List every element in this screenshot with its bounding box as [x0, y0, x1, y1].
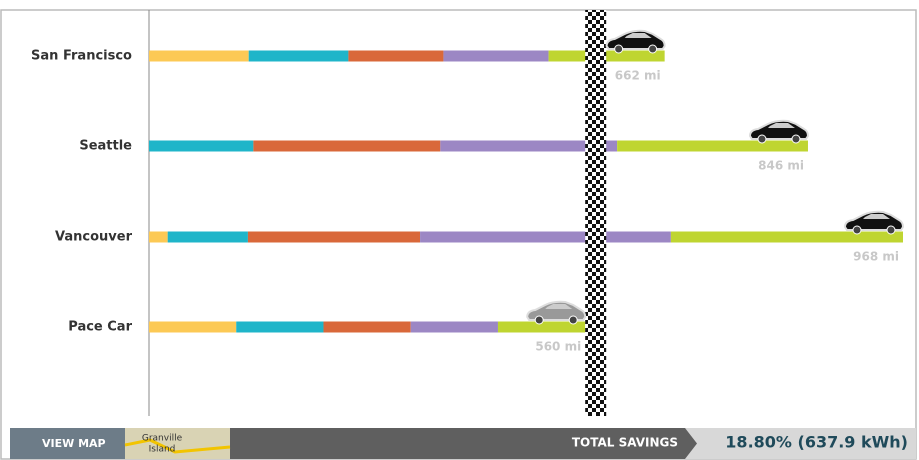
category-label: Seattle — [79, 139, 132, 154]
car-icon — [845, 212, 903, 234]
total-label: 846 mi — [758, 159, 804, 173]
bar-segment — [617, 141, 808, 152]
total-savings-label: TOTAL SAVINGS — [572, 436, 678, 450]
bar-segment — [549, 51, 665, 62]
car-icon — [527, 302, 585, 324]
car-wheel — [853, 226, 861, 234]
chart: San Francisco Seattle Vancouver Pace Car 662… — [0, 0, 919, 460]
bar-segment — [168, 232, 248, 243]
car-wheel — [649, 45, 657, 53]
bar-segment — [248, 232, 420, 243]
bar-segment — [249, 51, 349, 62]
view-map[interactable]: VIEW MAP — [42, 437, 106, 450]
bar-segment — [443, 51, 548, 62]
bar-segment — [253, 141, 440, 152]
bar-segment — [236, 322, 323, 333]
bars: San Francisco Seattle Vancouver Pace Car 662… — [31, 10, 903, 416]
total-label: 560 mi — [535, 340, 581, 354]
car-icon — [750, 121, 808, 143]
finish-line — [585, 10, 606, 416]
bar-segment — [411, 322, 498, 333]
map-label: Granville — [142, 434, 183, 444]
bar-segment — [671, 232, 903, 243]
category-label: Pace Car — [68, 320, 132, 335]
car-wheel — [615, 45, 623, 53]
bar-segment — [348, 51, 443, 62]
car-icon — [607, 31, 665, 53]
car-wheel — [792, 135, 800, 143]
total-savings-value: 18.80% (637.9 kWh) — [725, 433, 908, 452]
footer: VIEW MAP Granville Island TOTAL SAVINGS … — [10, 428, 916, 459]
category-label: Vancouver — [55, 230, 133, 245]
car-wheel — [887, 226, 895, 234]
map-label: Island — [149, 445, 176, 455]
total-label: 662 mi — [615, 69, 661, 83]
bar-segment — [149, 141, 253, 152]
bar-segment — [149, 322, 236, 333]
car-wheel — [569, 316, 577, 324]
bar-segment — [149, 232, 168, 243]
bar-segment — [420, 232, 671, 243]
total-label: 968 mi — [853, 250, 899, 264]
car-wheel — [535, 316, 543, 324]
bar-segment — [323, 322, 410, 333]
category-label: San Francisco — [31, 49, 132, 64]
bar-segment — [149, 51, 249, 62]
page: San Francisco Seattle Vancouver Pace Car 662… — [0, 0, 919, 460]
car-wheel — [758, 135, 766, 143]
